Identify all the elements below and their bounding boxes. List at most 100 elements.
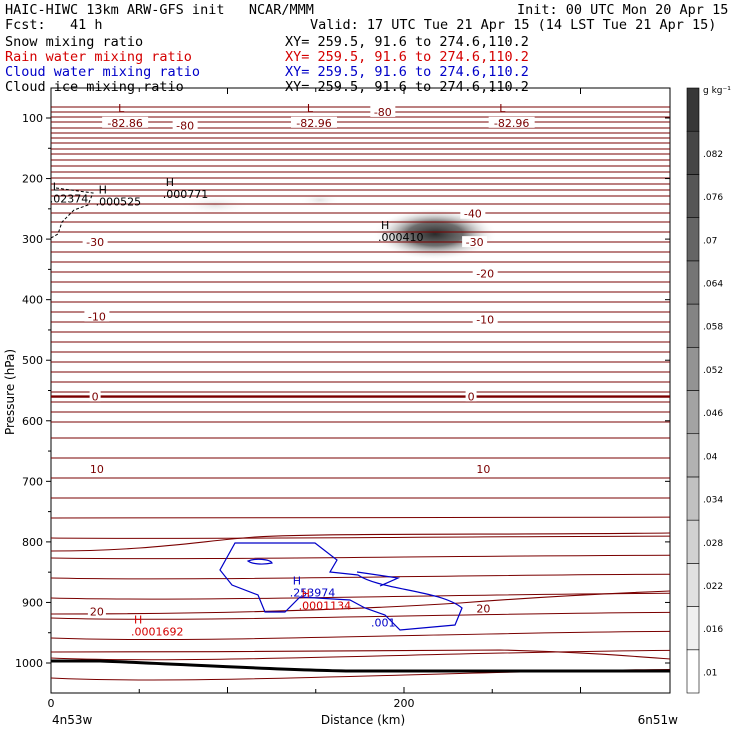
extremum-mark: L xyxy=(118,102,125,115)
y-tick-label: 200 xyxy=(22,173,43,186)
cloud-water-inner-contour xyxy=(246,558,273,565)
temperature-contour-label: -30 xyxy=(466,236,484,249)
isotherm-line xyxy=(51,590,670,615)
contour-label-bg xyxy=(290,116,337,128)
x-endpoint-left: 4n53w xyxy=(52,713,93,727)
colorbar-swatch xyxy=(686,519,700,564)
temperature-contour-label: 0 xyxy=(468,391,475,404)
extremum-mark: H xyxy=(293,574,301,587)
extremum-mark: L xyxy=(499,102,506,115)
extrema-labels: L L LL.02374H.000525H.000771H.000410H.2539… xyxy=(50,102,507,639)
temperature-contour-label: 0 xyxy=(92,391,99,404)
colorbar-swatch xyxy=(686,130,700,175)
colorbar-swatch xyxy=(686,390,700,435)
temperature-contours xyxy=(51,106,670,681)
contour-label-bg xyxy=(82,236,108,248)
isotherm-line xyxy=(51,630,670,641)
colorbar-swatch xyxy=(686,174,700,218)
x-endpoint-right: 6n51w xyxy=(638,713,679,727)
contour-label-bg xyxy=(87,605,106,617)
temperature-contour-label: -30 xyxy=(86,236,104,249)
temperature-contour-label: 20 xyxy=(476,603,490,616)
colorbar-level-label: .046 xyxy=(703,409,723,419)
temperature-contour-label: 10 xyxy=(90,463,104,476)
temperature-contour-label: -82.86 xyxy=(107,117,142,130)
extremum-value: .253974 xyxy=(290,586,336,599)
terrain-surface-line xyxy=(51,659,670,673)
colorbar-level-label: .028 xyxy=(703,539,723,549)
field-cloudice-xy: XY= 259.5, 91.6 to 274.6,110.2 xyxy=(285,79,529,95)
contour-label-bg xyxy=(474,602,493,614)
y-tick-label: 700 xyxy=(22,475,43,488)
field-snow-xy: XY= 259.5, 91.6 to 274.6,110.2 xyxy=(285,34,529,50)
temperature-contour-label: -20 xyxy=(476,268,494,281)
contour-label-bg xyxy=(472,313,498,325)
extremum-value: .0001134 xyxy=(299,600,352,613)
shading-layer xyxy=(180,193,497,260)
extremum-value: .000410 xyxy=(378,231,424,244)
temperature-contour-label: -10 xyxy=(476,314,494,327)
header-init: Init: 00 UTC Mon 20 Apr 15 xyxy=(517,2,729,18)
extremum-value: .0001692 xyxy=(131,626,184,639)
isotherm-line xyxy=(51,535,670,539)
colorbar-level-label: .034 xyxy=(703,496,723,506)
colorbar-level-label: .01 xyxy=(703,668,717,678)
colorbar-level-label: .058 xyxy=(703,323,723,333)
field-cloudice-name: Cloud ice mixing ratio xyxy=(5,79,184,95)
x-axis: 0 20 0 xyxy=(48,88,581,710)
extremum-value: .02374 xyxy=(50,193,89,206)
colorbar-swatch xyxy=(686,433,700,478)
contour-label-bg xyxy=(370,105,396,117)
contour-label-bg xyxy=(488,116,535,128)
isotherm-line xyxy=(51,649,670,660)
header-valid: Valid: 17 UTC Tue 21 Apr 15 (14 LST Tue … xyxy=(310,17,717,33)
isotherm-line xyxy=(51,611,670,620)
isotherm-line xyxy=(51,554,670,560)
header-forecast: Fcst: 41 h xyxy=(5,17,103,33)
extremum-mark: L xyxy=(53,181,60,194)
contour-label-bg xyxy=(474,463,493,475)
contour-label-bg xyxy=(462,236,488,248)
contour-label-bg xyxy=(460,207,486,219)
y-axis-label: Pressure (hPa) xyxy=(3,349,17,435)
colorbar-level-label: .082 xyxy=(703,150,723,160)
extremum-mark: H xyxy=(381,219,389,232)
temperature-contour-label: -40 xyxy=(464,208,482,221)
isotherm-line xyxy=(51,573,670,580)
contour-label-bg xyxy=(172,119,198,131)
terrain-line xyxy=(51,659,670,673)
colorbar-swatch xyxy=(686,260,700,305)
contour-label-bg xyxy=(84,310,110,322)
y-tick-label: 300 xyxy=(22,233,43,246)
temperature-contour-label: -80 xyxy=(374,106,392,119)
temperature-contour-label: 10 xyxy=(476,463,490,476)
y-tick-label: 1000 xyxy=(15,657,43,670)
y-tick-label: 100 xyxy=(22,112,43,125)
contour-label-bg xyxy=(89,390,101,402)
colorbar: .01 .016 .022 .028 .034 .04 .046 .052 .058 .064 .0… xyxy=(686,87,723,694)
colorbar-swatch xyxy=(686,87,700,132)
field-cloudwater-name: Cloud water mixing ratio xyxy=(5,64,201,80)
isotherm-line xyxy=(51,516,670,519)
field-cloudwater-xy: XY= 259.5, 91.6 to 274.6,110.2 xyxy=(285,64,529,80)
y-tick-label: 600 xyxy=(22,415,43,428)
extremum-value: .001 xyxy=(371,617,396,630)
colorbar-level-label: .064 xyxy=(703,279,723,289)
field-rain-xy: XY= 259.5, 91.6 to 274.6,110.2 xyxy=(285,49,529,65)
faint-mixing-ratio-shading xyxy=(180,195,250,215)
colorbar-level-label: .04 xyxy=(703,452,718,462)
y-tick-label: 800 xyxy=(22,536,43,549)
isotherm-line xyxy=(51,532,670,552)
isotherm-line xyxy=(51,649,670,661)
cloud-ice-dashed-contour xyxy=(51,187,94,239)
cloud-water-contours xyxy=(51,187,463,631)
extremum-value: .000525 xyxy=(96,196,142,209)
faint-mixing-ratio-shading-2 xyxy=(300,193,340,207)
colorbar-swatch xyxy=(686,649,700,694)
y-tick-label: 400 xyxy=(22,294,43,307)
temperature-contour-label: -82.96 xyxy=(494,117,529,130)
contour-label-bg xyxy=(87,463,106,475)
colorbar-level-label: .022 xyxy=(703,582,723,592)
